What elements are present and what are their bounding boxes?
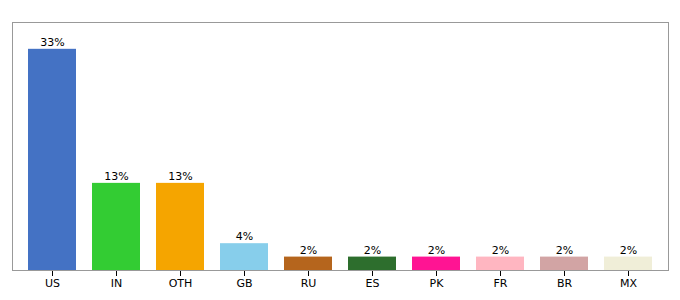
svg-text:2%: 2% [620, 244, 637, 257]
svg-text:4%: 4% [236, 230, 253, 243]
svg-text:BR: BR [557, 277, 573, 290]
svg-text:PK: PK [430, 277, 445, 290]
svg-text:33%: 33% [40, 36, 64, 49]
svg-text:FR: FR [494, 277, 508, 290]
svg-text:RU: RU [301, 277, 317, 290]
svg-text:2%: 2% [428, 244, 445, 257]
svg-text:13%: 13% [104, 170, 128, 183]
svg-text:US: US [45, 277, 60, 290]
svg-text:ES: ES [366, 277, 380, 290]
svg-text:13%: 13% [168, 170, 192, 183]
svg-text:2%: 2% [300, 244, 317, 257]
svg-text:2%: 2% [556, 244, 573, 257]
svg-text:OTH: OTH [169, 277, 193, 290]
svg-text:2%: 2% [492, 244, 509, 257]
svg-text:MX: MX [620, 277, 637, 290]
svg-text:2%: 2% [364, 244, 381, 257]
svg-text:GB: GB [236, 277, 252, 290]
svg-text:IN: IN [111, 277, 122, 290]
